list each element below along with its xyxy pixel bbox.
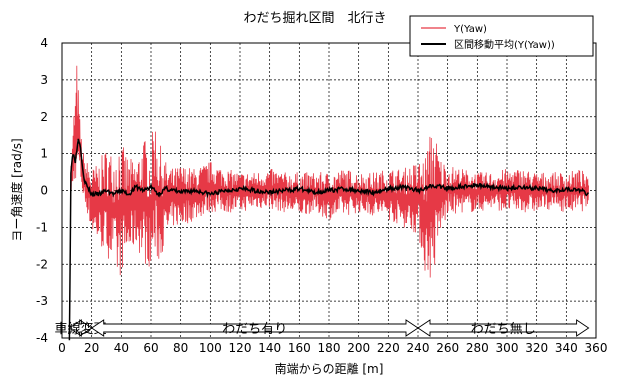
region-arrow [417,319,590,337]
series-yaw [69,65,589,339]
y-tick-label: 4 [40,36,48,50]
y-axis-label: ヨー角速度 [rad/s] [9,138,24,241]
region-label: わだち有り [222,322,287,337]
x-tick-label: 120 [229,341,252,355]
legend-label-series-1: Y(Yaw) [453,24,487,35]
x-tick-label: 320 [525,341,548,355]
x-tick-label: 80 [173,341,188,355]
plot-frame [61,42,597,339]
annotations: 車線変更 わだち有り わだち無し [54,319,590,337]
x-tick-label: 240 [407,341,430,355]
x-tick-label: 40 [114,341,129,355]
legend: Y(Yaw) 区間移動平均(Y(Yaw)) [409,15,594,57]
x-tick-label: 360 [585,341,608,355]
x-tick-label: 220 [377,341,400,355]
x-tick-label: 140 [258,341,281,355]
y-tick-label: -4 [36,331,48,345]
x-tick-label: 340 [555,341,578,355]
series-moving-average [68,138,589,341]
x-tick-label: 300 [496,341,519,355]
chart-title: わだち掘れ区間 北行き [243,11,386,26]
x-axis-label: 南端からの距離 [m] [275,361,384,376]
x-tick-label: 200 [347,341,370,355]
x-tick-label: 0 [58,341,66,355]
legend-label-series-2: 区間移動平均(Y(Yaw)) [454,38,555,51]
series-layer [68,65,589,341]
x-tick-label: 160 [288,341,311,355]
x-tick-label: 20 [84,341,99,355]
tick-labels: 0 20 40 60 80 100 120 140 160 180 200 220 240 260 280 3… [36,36,607,355]
legend-box [409,15,594,57]
y-tick-label: 0 [40,184,48,198]
y-tick-label: 3 [40,73,48,87]
y-tick-label: -2 [36,257,48,271]
region-label: わだち無し [471,322,536,337]
x-tick-label: 100 [199,341,222,355]
x-tick-label: 260 [436,341,459,355]
y-tick-label: -3 [36,294,48,308]
region-label: 車線変更 [54,321,106,337]
x-tick-label: 60 [143,341,158,355]
x-tick-label: 180 [318,341,341,355]
y-tick-label: 1 [40,147,48,161]
x-tick-label: 280 [466,341,489,355]
y-tick-label: 2 [40,110,48,124]
y-tick-label: -1 [36,220,48,234]
